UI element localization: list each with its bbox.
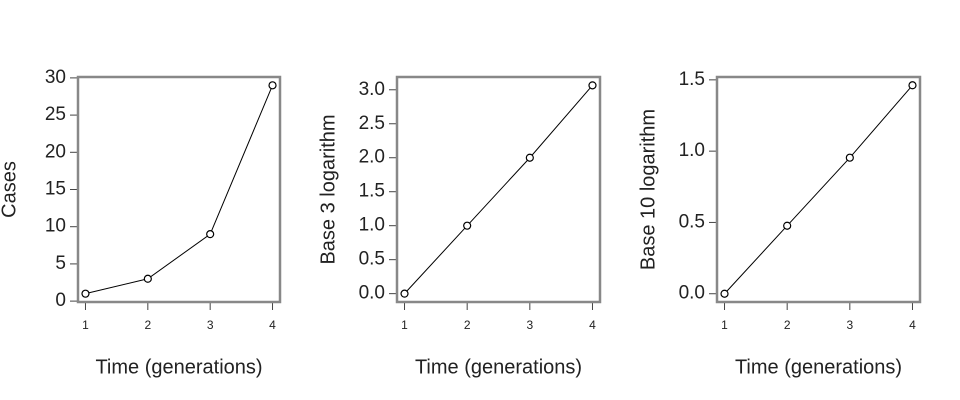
x-tick-label: 2 [144, 318, 151, 332]
y-tick-label: 20 [45, 141, 66, 162]
x-tick-label: 1 [82, 318, 89, 332]
y-tick-label: 15 [45, 179, 66, 200]
x-axis-label: Time (generations) [735, 356, 902, 378]
y-tick-label: 0.0 [359, 283, 385, 304]
y-tick-label: 1.0 [679, 140, 705, 161]
x-tick-label: 3 [526, 318, 533, 332]
y-tick-label: 1.5 [359, 181, 385, 202]
x-tick-label: 4 [909, 318, 916, 332]
data-point [81, 289, 90, 298]
data-point [525, 153, 534, 162]
data-point [268, 81, 277, 90]
data-point [463, 221, 472, 230]
x-tick-label: 4 [269, 318, 276, 332]
x-tick-label: 1 [401, 318, 408, 332]
data-point [206, 230, 215, 239]
data-line [724, 84, 913, 295]
y-tick-label: 2.0 [359, 147, 385, 168]
x-axis-label: Time (generations) [95, 356, 262, 378]
x-tick-label: 3 [207, 318, 214, 332]
y-tick-label: 10 [45, 216, 66, 237]
y-tick-label: 5 [55, 253, 66, 274]
y-tick-label: 25 [45, 104, 66, 125]
y-tick-label: 1.5 [679, 69, 705, 90]
y-axis-label: Cases [0, 161, 20, 218]
data-point [845, 153, 854, 162]
plot-frame [76, 75, 282, 304]
y-tick-label: 0.0 [679, 283, 705, 304]
data-point [588, 81, 597, 90]
x-tick-label: 4 [589, 318, 596, 332]
y-tick-label: 1.0 [359, 215, 385, 236]
plot-frame [715, 75, 922, 304]
y-tick-label: 0.5 [679, 211, 705, 232]
data-line [404, 85, 593, 294]
y-tick-label: 3.0 [359, 79, 385, 100]
x-tick-label: 1 [721, 318, 728, 332]
data-point [908, 81, 917, 90]
plot-frame [395, 75, 602, 304]
y-axis-label: Base 3 logarithm [317, 114, 339, 264]
y-axis-label: Base 10 logarithm [637, 109, 659, 270]
y-tick-label: 0.5 [359, 249, 385, 270]
y-tick-label: 0 [55, 290, 66, 311]
x-tick-label: 3 [846, 318, 853, 332]
data-line [85, 85, 273, 295]
x-axis-label: Time (generations) [415, 356, 582, 378]
y-tick-label: 30 [45, 67, 66, 88]
x-tick-label: 2 [464, 318, 471, 332]
data-point [783, 221, 792, 230]
x-tick-label: 2 [784, 318, 791, 332]
data-point [720, 289, 729, 298]
data-point [400, 289, 409, 298]
data-point [143, 274, 152, 283]
y-tick-label: 2.5 [359, 113, 385, 134]
